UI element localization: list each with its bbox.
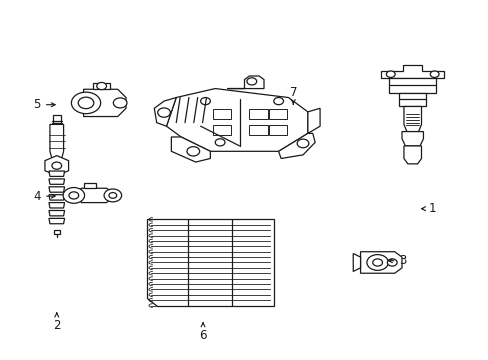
Circle shape	[386, 259, 396, 266]
Polygon shape	[49, 195, 64, 200]
Polygon shape	[49, 171, 64, 176]
Polygon shape	[83, 89, 126, 117]
Circle shape	[113, 98, 127, 108]
Circle shape	[200, 98, 210, 105]
Polygon shape	[81, 188, 113, 203]
Circle shape	[104, 189, 122, 202]
Circle shape	[69, 192, 79, 199]
Polygon shape	[360, 252, 401, 273]
Text: 3: 3	[387, 254, 406, 267]
Polygon shape	[83, 183, 96, 188]
Polygon shape	[401, 132, 423, 146]
Circle shape	[158, 108, 170, 117]
Text: 1: 1	[421, 202, 435, 215]
Polygon shape	[278, 134, 315, 158]
Circle shape	[97, 82, 106, 90]
Bar	[212, 125, 231, 135]
Text: 7: 7	[289, 86, 296, 104]
Polygon shape	[380, 65, 444, 78]
Polygon shape	[93, 83, 110, 89]
Polygon shape	[403, 146, 421, 164]
Circle shape	[372, 259, 382, 266]
Polygon shape	[147, 220, 273, 306]
Polygon shape	[307, 108, 320, 134]
Polygon shape	[49, 187, 64, 192]
Circle shape	[63, 188, 84, 203]
Circle shape	[78, 97, 94, 109]
Circle shape	[186, 147, 199, 156]
Polygon shape	[403, 107, 421, 132]
Circle shape	[246, 78, 256, 85]
Circle shape	[297, 139, 308, 148]
Polygon shape	[49, 203, 64, 208]
Circle shape	[52, 162, 61, 169]
Circle shape	[273, 98, 283, 105]
Polygon shape	[54, 230, 60, 234]
Polygon shape	[49, 179, 64, 184]
Bar	[268, 109, 287, 119]
Text: 4: 4	[34, 190, 55, 203]
Polygon shape	[227, 76, 264, 89]
Circle shape	[215, 139, 224, 146]
Circle shape	[429, 71, 438, 77]
Bar	[212, 109, 231, 119]
Polygon shape	[50, 125, 63, 158]
Polygon shape	[45, 156, 68, 176]
Polygon shape	[352, 253, 360, 271]
Circle shape	[366, 255, 387, 270]
Text: 6: 6	[199, 323, 206, 342]
Bar	[53, 116, 61, 125]
Text: 5: 5	[34, 98, 55, 111]
Polygon shape	[166, 89, 307, 151]
Polygon shape	[154, 98, 176, 126]
Circle shape	[109, 193, 117, 198]
Polygon shape	[49, 211, 64, 216]
Bar	[398, 93, 426, 107]
Circle shape	[71, 92, 101, 114]
Text: 2: 2	[53, 313, 61, 332]
Polygon shape	[388, 78, 435, 93]
Bar	[249, 125, 267, 135]
Circle shape	[386, 71, 394, 77]
Bar	[268, 125, 287, 135]
Bar	[249, 109, 267, 119]
Polygon shape	[49, 219, 64, 224]
Polygon shape	[171, 137, 210, 162]
